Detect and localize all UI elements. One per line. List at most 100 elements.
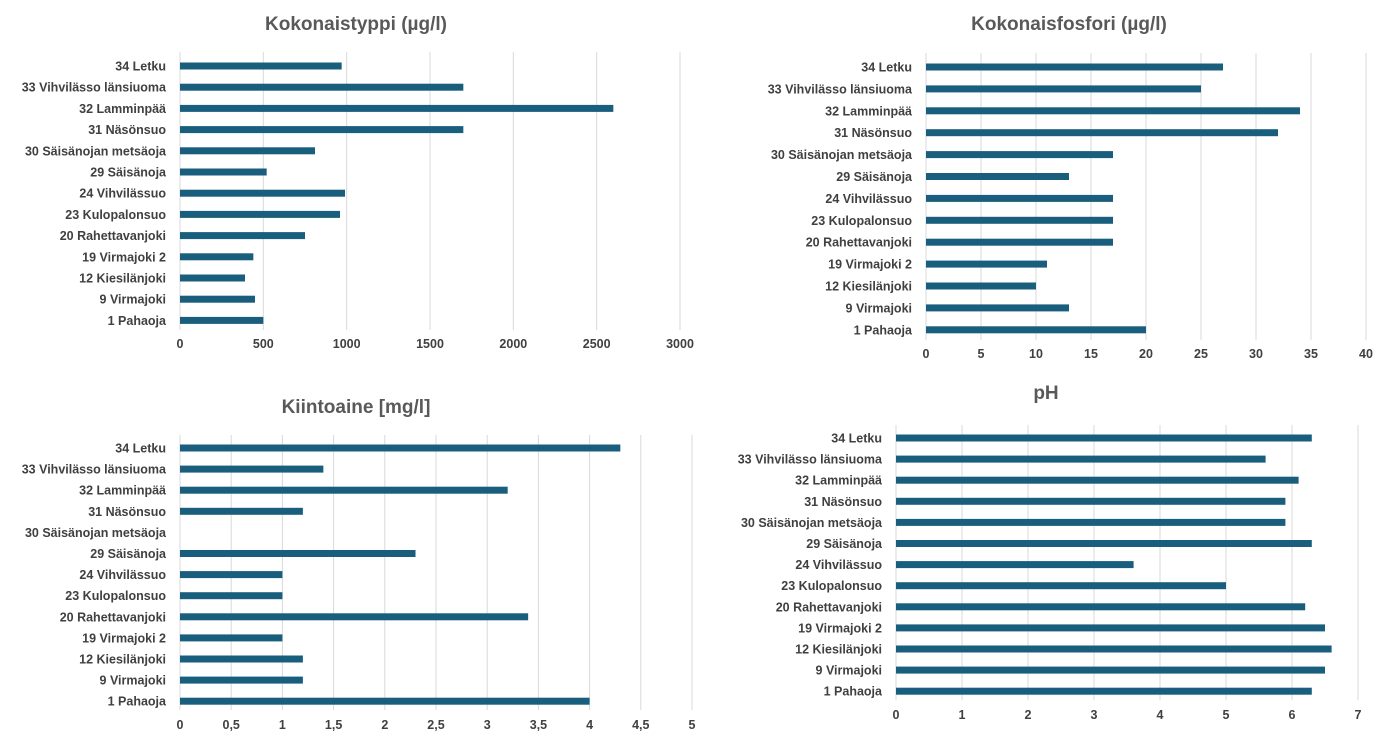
category-label: 1 Pahaoja [854,323,913,337]
x-tick-label: 7 [1355,708,1362,722]
category-label: 12 Kiesilänjoki [79,653,166,667]
bar [180,274,245,282]
bar [180,465,324,473]
category-label: 19 Virmajoki 2 [82,631,166,645]
bar [180,253,254,261]
category-label: 29 Säisänoja [836,170,913,184]
category-label: 33 Vihvilässo länsiuoma [22,81,167,95]
bar [896,497,1286,505]
category-label: 12 Kiesilänjoki [79,272,166,286]
category-label: 9 Virmajoki [846,301,912,315]
x-tick-label: 4,5 [632,718,649,732]
category-label: 1 Pahaoja [824,685,883,699]
category-label: 34 Letku [115,442,166,456]
bar [180,655,303,663]
bar [896,624,1325,632]
category-label: 30 Säisänojan metsäoja [25,144,167,158]
category-label: 31 Näsönsuo [88,123,166,137]
bar [926,304,1069,312]
category-label: 30 Säisänojan metsäoja [771,148,913,162]
category-label: 20 Rahettavanjoki [60,610,166,624]
chart-svg-kiintoaine: Kiintoaine [mg/l] 0 0,5 1 1,5 2 2,5 3 3,5 4 4,5 5 34… [22,397,696,732]
bar [896,518,1286,526]
category-label: 34 Letku [831,432,882,446]
category-label: 33 Vihvilässo länsiuoma [738,453,883,467]
category-label: 23 Kulopalonsuo [65,208,166,222]
category-label: 19 Virmajoki 2 [828,258,912,272]
category-label: 24 Vihvilässuo [795,558,882,572]
bar [926,107,1300,115]
bar [180,189,345,197]
category-label: 9 Virmajoki [100,674,166,688]
bar [180,486,508,494]
x-tick-label: 0 [893,708,900,722]
category-label: 29 Säisänoja [806,537,883,551]
chart-ph: pH 0 1 2 3 4 5 6 7 34 Letku 33 Vihvilässo länsiuom… [700,370,1394,740]
x-tick-label: 20 [1139,347,1153,361]
x-tick-label: 6 [1289,708,1296,722]
bar [926,129,1278,137]
x-tick-label: 40 [1359,347,1373,361]
bar [896,434,1312,442]
chart-title: Kokonaisfosfori (µg/l) [971,14,1167,35]
bar [180,83,464,91]
category-label: 23 Kulopalonsuo [811,214,912,228]
x-tick-label: 2 [1025,708,1032,722]
bar [180,147,315,155]
x-tick-label: 15 [1084,347,1098,361]
bar [180,210,340,218]
category-label: 32 Lamminpää [79,102,166,116]
bar [180,550,416,557]
category-label: 31 Näsönsuo [804,495,882,509]
x-tick-label: 0 [177,718,184,732]
category-label: 20 Rahettavanjoki [776,600,882,614]
bar [896,582,1226,590]
bar [926,63,1223,71]
bar [180,62,342,70]
category-label: 32 Lamminpää [79,484,166,498]
category-label: 23 Kulopalonsuo [781,579,882,593]
bar [896,455,1266,463]
bar [896,666,1325,674]
category-label: 24 Vihvilässuo [79,187,166,201]
x-tick-label: 5 [978,347,985,361]
category-label: 1 Pahaoja [108,695,167,709]
chart-svg-kokonaisfosfori: Kokonaisfosfori (µg/l) 0 5 10 15 20 25 30 35 40 34… [768,14,1373,361]
bar [896,687,1312,695]
chart-kokonaisfosfori: Kokonaisfosfori (µg/l) 0 5 10 15 20 25 30 35 40 34… [700,0,1394,370]
x-tick-label: 3 [1091,708,1098,722]
x-tick-label: 1 [959,708,966,722]
bar [180,676,303,684]
bar [926,194,1113,202]
x-tick-label: 4 [586,718,593,732]
category-label: 31 Näsönsuo [88,505,166,519]
bar [180,104,614,112]
category-label: 30 Säisänojan metsäoja [25,526,167,540]
category-label: 19 Virmajoki 2 [798,621,882,635]
chart-kiintoaine: Kiintoaine [mg/l] 0 0,5 1 1,5 2 2,5 3 3,5 4 4,5 5 34… [0,380,700,740]
bar [180,507,303,515]
x-tick-label: 1500 [416,337,444,351]
bar [926,282,1036,290]
bar [180,444,621,452]
bar [926,326,1146,334]
bar [180,571,283,579]
bar [926,216,1113,224]
category-label: 19 Virmajoki 2 [82,250,166,264]
category-label: 32 Lamminpää [825,104,912,118]
chart-svg-kokonaistyppi: Kokonaistyppi (µg/l) 0 500 1000 1500 2000 2500… [22,14,694,351]
bar [180,697,590,705]
category-label: 1 Pahaoja [108,314,167,328]
bar [180,295,255,303]
bar [180,168,267,176]
bar [180,592,283,600]
x-tick-label: 0 [923,347,930,361]
x-tick-label: 2 [381,718,388,732]
bar [180,634,283,642]
chart-kokonaistyppi: Kokonaistyppi (µg/l) 0 500 1000 1500 2000 2500… [0,0,700,370]
category-label: 30 Säisänojan metsäoja [741,516,883,530]
category-label: 9 Virmajoki [816,664,882,678]
x-tick-label: 2500 [583,337,611,351]
category-label: 12 Kiesilänjoki [825,280,912,294]
category-label: 33 Vihvilässo länsiuoma [768,82,913,96]
